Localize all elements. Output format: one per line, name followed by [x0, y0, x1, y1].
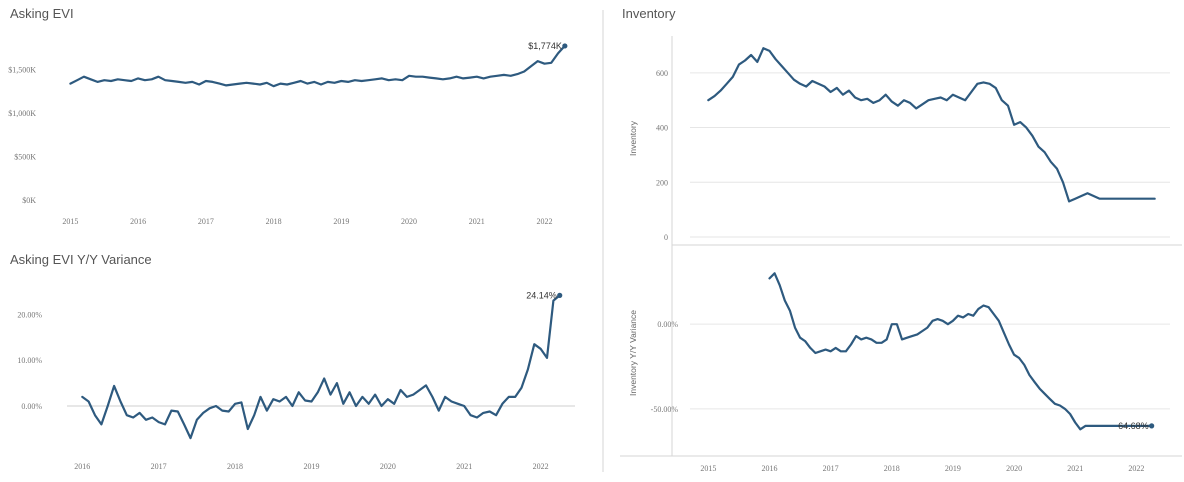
- y-tick-label: 0.00%: [657, 320, 678, 329]
- chart-title: Asking EVI Y/Y Variance: [10, 252, 152, 267]
- x-tick-label: 2020: [380, 462, 396, 471]
- x-tick-label: 2015: [62, 217, 78, 226]
- chart-title: Inventory: [622, 6, 676, 21]
- y-tick-label: 200: [656, 178, 668, 187]
- x-tick-label: 2020: [1006, 464, 1022, 473]
- x-tick-label: 2018: [266, 217, 282, 226]
- x-tick-label: 2018: [884, 464, 900, 473]
- series-line: [707, 47, 1156, 203]
- y-tick-label: 20.00%: [17, 310, 42, 319]
- x-tick-label: 2018: [227, 462, 243, 471]
- x-tick-label: 2019: [303, 462, 319, 471]
- chart-title: Asking EVI: [10, 6, 74, 21]
- x-tick-label: 2017: [151, 462, 167, 471]
- end-point-marker: [557, 292, 563, 298]
- x-tick-label: 2022: [1128, 464, 1144, 473]
- end-point-marker: [1149, 423, 1155, 429]
- y-tick-label: $500K: [14, 153, 36, 162]
- x-tick-label: 2019: [333, 217, 349, 226]
- series-line: [81, 294, 561, 440]
- y-tick-label: 600: [656, 69, 668, 78]
- y-tick-label: 10.00%: [17, 356, 42, 365]
- inventory-chart: Inventory 0 200 400 600 Inventory: [622, 6, 1170, 242]
- y-tick-label: 0: [664, 233, 668, 242]
- y-tick-label: -50.00%: [651, 405, 679, 414]
- end-point-marker: [562, 43, 568, 49]
- x-tick-label: 2021: [469, 217, 485, 226]
- x-tick-label: 2016: [130, 217, 146, 226]
- y-axis-label: Inventory: [628, 120, 638, 156]
- end-data-label: $1,774K: [528, 41, 562, 51]
- y-tick-label: 0.00%: [21, 402, 42, 411]
- end-data-label: 64.68%: [1118, 421, 1149, 431]
- y-tick-label: $1,500K: [8, 66, 36, 75]
- x-tick-label: 2020: [401, 217, 417, 226]
- end-data-label: 24.14%: [526, 290, 557, 300]
- y-axis-label: Inventory Y/Y Variance: [628, 310, 638, 396]
- x-tick-label: 2015: [700, 464, 716, 473]
- series-line: [768, 272, 1153, 431]
- inventory-yy-chart: 0.00% -50.00% 2015 2016 2017 2018 2019 2020 2021…: [628, 272, 1170, 473]
- x-tick-label: 2017: [823, 464, 839, 473]
- x-tick-label: 2019: [945, 464, 961, 473]
- y-tick-label: $1,000K: [8, 109, 36, 118]
- y-tick-label: $0K: [22, 196, 36, 205]
- x-tick-label: 2022: [537, 217, 553, 226]
- x-tick-label: 2022: [533, 462, 549, 471]
- x-tick-label: 2017: [198, 217, 214, 226]
- series-line: [69, 44, 566, 88]
- asking-evi-chart: Asking EVI $0K $500K $1,000K $1,500K 2015 2016…: [8, 6, 568, 226]
- x-tick-label: 2021: [456, 462, 472, 471]
- y-tick-label: 400: [656, 124, 668, 133]
- x-tick-label: 2016: [761, 464, 777, 473]
- x-tick-label: 2021: [1067, 464, 1083, 473]
- asking-evi-yy-chart: Asking EVI Y/Y Variance 0.00% 10.00% 20.00%…: [10, 252, 575, 471]
- x-tick-label: 2016: [74, 462, 90, 471]
